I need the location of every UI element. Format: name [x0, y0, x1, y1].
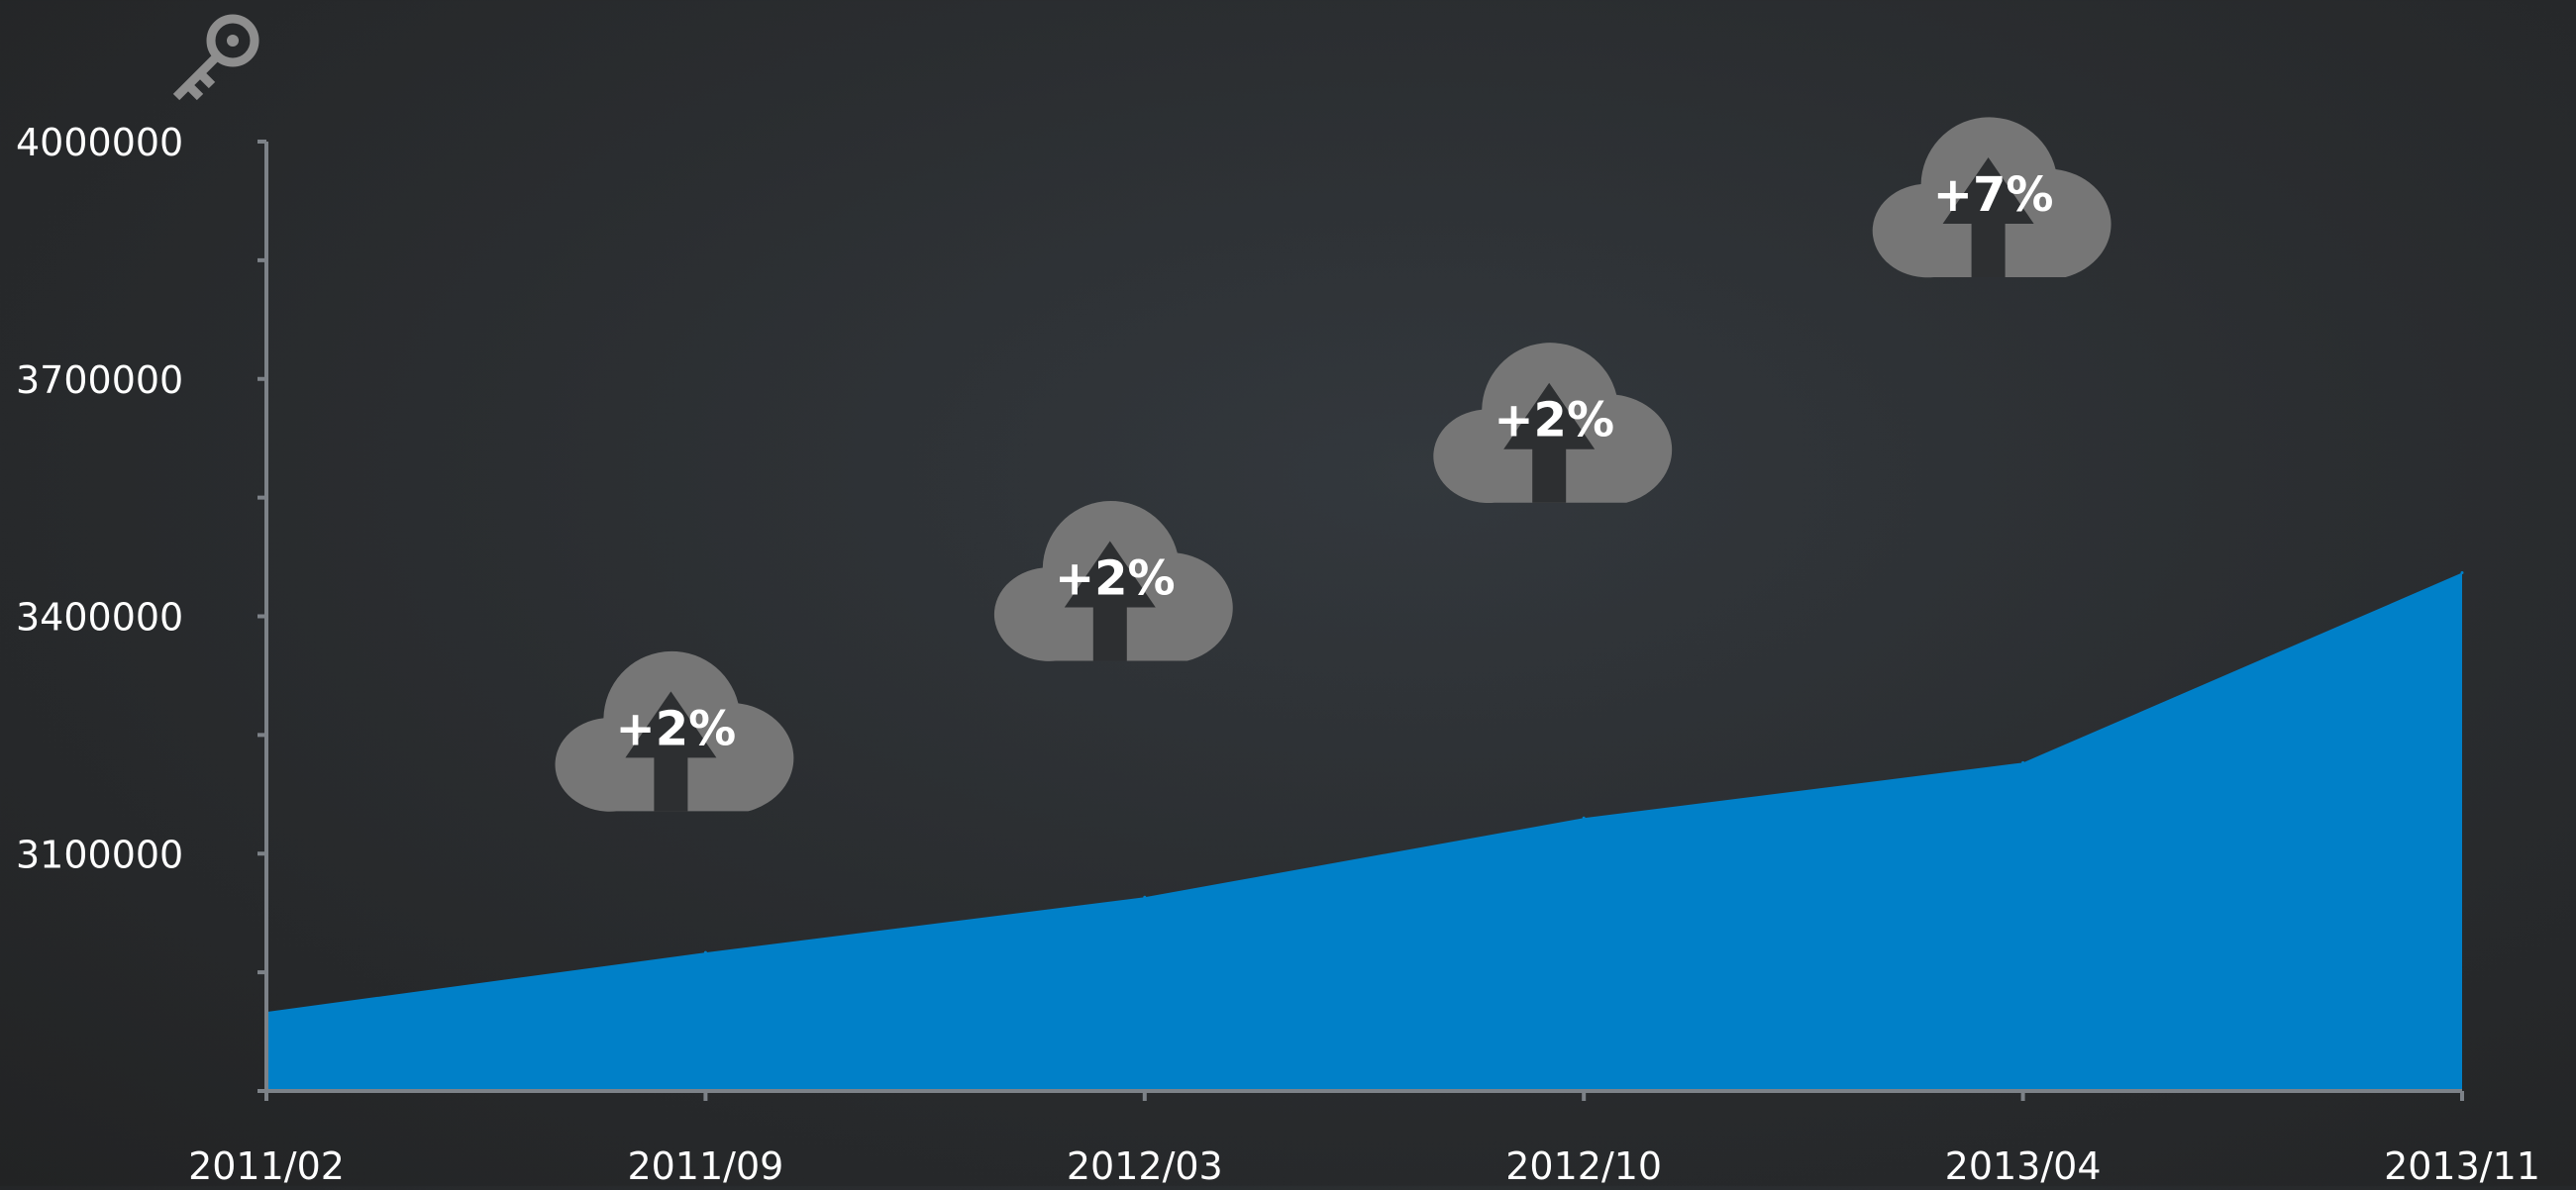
data-point: [1143, 895, 1147, 899]
annotation: +2%: [555, 650, 794, 812]
cloud-upload-icon: [993, 500, 1233, 661]
data-point: [2021, 760, 2025, 764]
y-tick-label: 3100000: [16, 833, 183, 876]
y-tick-label: 3700000: [16, 358, 183, 402]
annotation-label: +7%: [1933, 167, 2054, 223]
x-tick-label: 2012/03: [1067, 1144, 1223, 1186]
x-tick-label: 2011/09: [627, 1144, 783, 1186]
cloud-upload-icon: [1433, 343, 1673, 504]
area-series: [266, 572, 2462, 1091]
data-point: [2460, 571, 2464, 575]
y-tick-label: 3400000: [16, 596, 183, 640]
annotation-label: +2%: [1494, 393, 1614, 448]
data-point: [1582, 816, 1586, 820]
annotation: +7%: [1872, 117, 2112, 278]
key-icon: [172, 14, 259, 101]
cloud-upload-icon: [555, 650, 794, 812]
data-point: [703, 950, 707, 954]
annotation: +2%: [1433, 343, 1673, 504]
x-tick-label: 2013/04: [1945, 1144, 2102, 1186]
annotation: +2%: [993, 500, 1233, 661]
cloud-upload-icon: [1872, 117, 2112, 278]
annotation-label: +2%: [1055, 551, 1176, 607]
x-tick-label: 2013/11: [2384, 1144, 2540, 1186]
annotation-label: +2%: [616, 701, 737, 756]
x-tick-label: 2011/02: [188, 1144, 345, 1186]
x-tick-label: 2012/10: [1505, 1144, 1662, 1186]
y-tick-label: 4000000: [16, 121, 183, 164]
